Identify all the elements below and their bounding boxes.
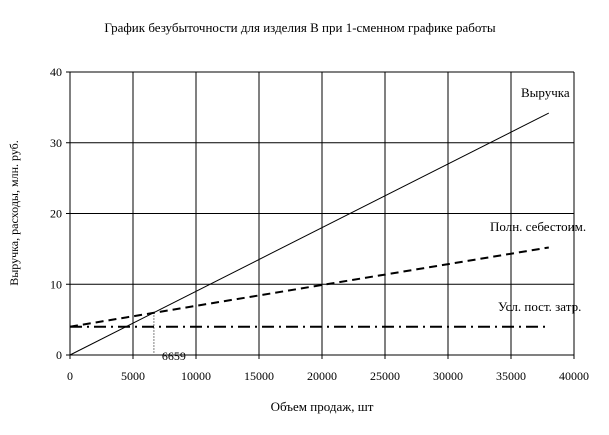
- series-label-1: Выручка: [521, 85, 570, 100]
- x-tick-label: 5000: [121, 369, 145, 383]
- series-lines: [69, 112, 550, 356]
- x-tick-label: 30000: [433, 369, 463, 383]
- series-label-2: Полн. себестоим.: [490, 219, 586, 234]
- series-line-2: [69, 246, 549, 328]
- y-tick-label: 0: [56, 348, 62, 362]
- grid: [70, 71, 575, 355]
- x-tick-label: 40000: [559, 369, 589, 383]
- x-tick-label: 35000: [496, 369, 526, 383]
- x-tick-label: 10000: [181, 369, 211, 383]
- y-tick-label: 40: [50, 65, 62, 79]
- x-tick-label: 20000: [307, 369, 337, 383]
- chart-title: График безубыточности для изделия В при …: [104, 20, 495, 35]
- x-axis-label: Объем продаж, шт: [271, 399, 374, 414]
- x-tick-label: 0: [67, 369, 73, 383]
- x-tick-label: 25000: [370, 369, 400, 383]
- y-axis-label: Выручка, расходы, млн. руб.: [7, 140, 21, 286]
- break-even-label: 6659: [162, 349, 186, 363]
- y-tick-label: 20: [50, 207, 62, 221]
- axes: [66, 71, 575, 359]
- series-label-3: Усл. пост. затр.: [498, 299, 581, 314]
- x-tick-label: 15000: [244, 369, 274, 383]
- y-tick-label: 30: [50, 136, 62, 150]
- series-line-1: [69, 112, 550, 356]
- labels: 0 10 20 30 40 0 5000 10000 15000 20000 25000 30000 3…: [50, 65, 589, 383]
- y-tick-label: 10: [50, 277, 62, 291]
